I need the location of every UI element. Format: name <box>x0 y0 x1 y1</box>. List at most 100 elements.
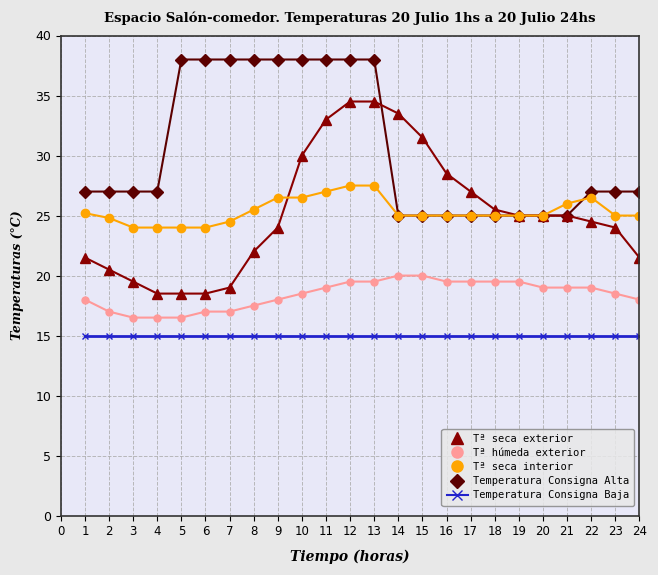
Temperatura Consigna Baja <box>418 332 426 339</box>
Temperatura Consigna Baja <box>298 332 306 339</box>
Temperatura Consigna Baja <box>394 332 402 339</box>
Temperatura Consigna Alta <box>226 56 234 63</box>
Tª seca interior <box>322 188 330 195</box>
Temperatura Consigna Alta <box>153 188 161 195</box>
Temperatura Consigna Alta <box>274 56 282 63</box>
Tª seca interior <box>515 212 523 219</box>
Temperatura Consigna Alta <box>105 188 113 195</box>
Tª seca exterior <box>539 212 547 219</box>
Line: Temperatura Consigna Alta: Temperatura Consigna Alta <box>81 55 644 220</box>
Temperatura Consigna Baja <box>611 332 619 339</box>
Line: Tª seca exterior: Tª seca exterior <box>80 97 644 298</box>
Temperatura Consigna Baja <box>226 332 234 339</box>
Temperatura Consigna Alta <box>250 56 258 63</box>
Temperatura Consigna Baja <box>81 332 89 339</box>
Temperatura Consigna Alta <box>81 188 89 195</box>
Temperatura Consigna Alta <box>443 212 451 219</box>
Temperatura Consigna Alta <box>394 212 402 219</box>
Tª seca exterior <box>563 212 571 219</box>
Tª seca interior <box>274 194 282 201</box>
Temperatura Consigna Baja <box>250 332 258 339</box>
Tª seca exterior <box>201 290 209 297</box>
Tª seca interior <box>394 212 402 219</box>
Tª seca interior <box>563 200 571 207</box>
Temperatura Consigna Baja <box>322 332 330 339</box>
Tª húmeda exterior <box>81 296 89 303</box>
Tª seca interior <box>226 218 234 225</box>
Temperatura Consigna Alta <box>370 56 378 63</box>
Tª húmeda exterior <box>515 278 523 285</box>
Tª seca exterior <box>418 134 426 141</box>
Tª seca interior <box>298 194 306 201</box>
Tª seca exterior <box>611 224 619 231</box>
Tª seca exterior <box>346 98 354 105</box>
Tª seca exterior <box>443 170 451 177</box>
Tª seca exterior <box>298 152 306 159</box>
Temperatura Consigna Alta <box>418 212 426 219</box>
Tª seca interior <box>178 224 186 231</box>
Legend: Tª seca exterior, Tª húmeda exterior, Tª seca interior, Temperatura Consigna Alt: Tª seca exterior, Tª húmeda exterior, Tª… <box>442 428 634 505</box>
Temperatura Consigna Alta <box>611 188 619 195</box>
Tª seca exterior <box>274 224 282 231</box>
Tª seca interior <box>491 212 499 219</box>
Tª húmeda exterior <box>153 314 161 321</box>
Tª seca interior <box>418 212 426 219</box>
Tª seca interior <box>587 194 595 201</box>
Tª seca exterior <box>515 212 523 219</box>
Tª seca interior <box>129 224 137 231</box>
Tª seca exterior <box>394 110 402 117</box>
Temperatura Consigna Alta <box>467 212 474 219</box>
Temperatura Consigna Alta <box>298 56 306 63</box>
Temperatura Consigna Alta <box>201 56 209 63</box>
Tª húmeda exterior <box>105 308 113 315</box>
Temperatura Consigna Baja <box>636 332 644 339</box>
Tª húmeda exterior <box>394 272 402 279</box>
Title: Espacio Salón-comedor. Temperaturas 20 Julio 1hs a 20 Julio 24hs: Espacio Salón-comedor. Temperaturas 20 J… <box>105 11 596 25</box>
Tª seca interior <box>636 212 644 219</box>
Tª seca exterior <box>153 290 161 297</box>
Tª húmeda exterior <box>611 290 619 297</box>
Temperatura Consigna Baja <box>515 332 523 339</box>
Temperatura Consigna Alta <box>539 212 547 219</box>
Temperatura Consigna Alta <box>346 56 354 63</box>
Tª seca exterior <box>178 290 186 297</box>
Tª seca interior <box>467 212 474 219</box>
Tª seca interior <box>539 212 547 219</box>
Tª seca interior <box>81 210 89 217</box>
Tª húmeda exterior <box>587 284 595 291</box>
Tª seca interior <box>370 182 378 189</box>
Temperatura Consigna Baja <box>370 332 378 339</box>
Tª húmeda exterior <box>274 296 282 303</box>
Tª seca interior <box>201 224 209 231</box>
Tª húmeda exterior <box>129 314 137 321</box>
Tª seca interior <box>346 182 354 189</box>
Tª seca exterior <box>467 188 474 195</box>
Temperatura Consigna Alta <box>587 188 595 195</box>
Tª seca interior <box>443 212 451 219</box>
Tª húmeda exterior <box>491 278 499 285</box>
Tª húmeda exterior <box>539 284 547 291</box>
Tª húmeda exterior <box>370 278 378 285</box>
Tª húmeda exterior <box>563 284 571 291</box>
Line: Tª húmeda exterior: Tª húmeda exterior <box>82 272 643 321</box>
X-axis label: Tiempo (horas): Tiempo (horas) <box>290 550 410 564</box>
Temperatura Consigna Baja <box>563 332 571 339</box>
Temperatura Consigna Baja <box>129 332 137 339</box>
Tª húmeda exterior <box>443 278 451 285</box>
Tª húmeda exterior <box>226 308 234 315</box>
Temperatura Consigna Baja <box>467 332 474 339</box>
Tª húmeda exterior <box>250 302 258 309</box>
Tª seca exterior <box>129 278 137 285</box>
Tª seca exterior <box>370 98 378 105</box>
Tª seca interior <box>250 206 258 213</box>
Y-axis label: Temperaturas (°C): Temperaturas (°C) <box>11 211 24 340</box>
Tª seca exterior <box>587 218 595 225</box>
Tª húmeda exterior <box>636 296 644 303</box>
Temperatura Consigna Baja <box>539 332 547 339</box>
Tª seca exterior <box>105 266 113 273</box>
Temperatura Consigna Baja <box>178 332 186 339</box>
Temperatura Consigna Baja <box>105 332 113 339</box>
Tª seca exterior <box>226 284 234 291</box>
Tª seca exterior <box>81 254 89 261</box>
Temperatura Consigna Alta <box>178 56 186 63</box>
